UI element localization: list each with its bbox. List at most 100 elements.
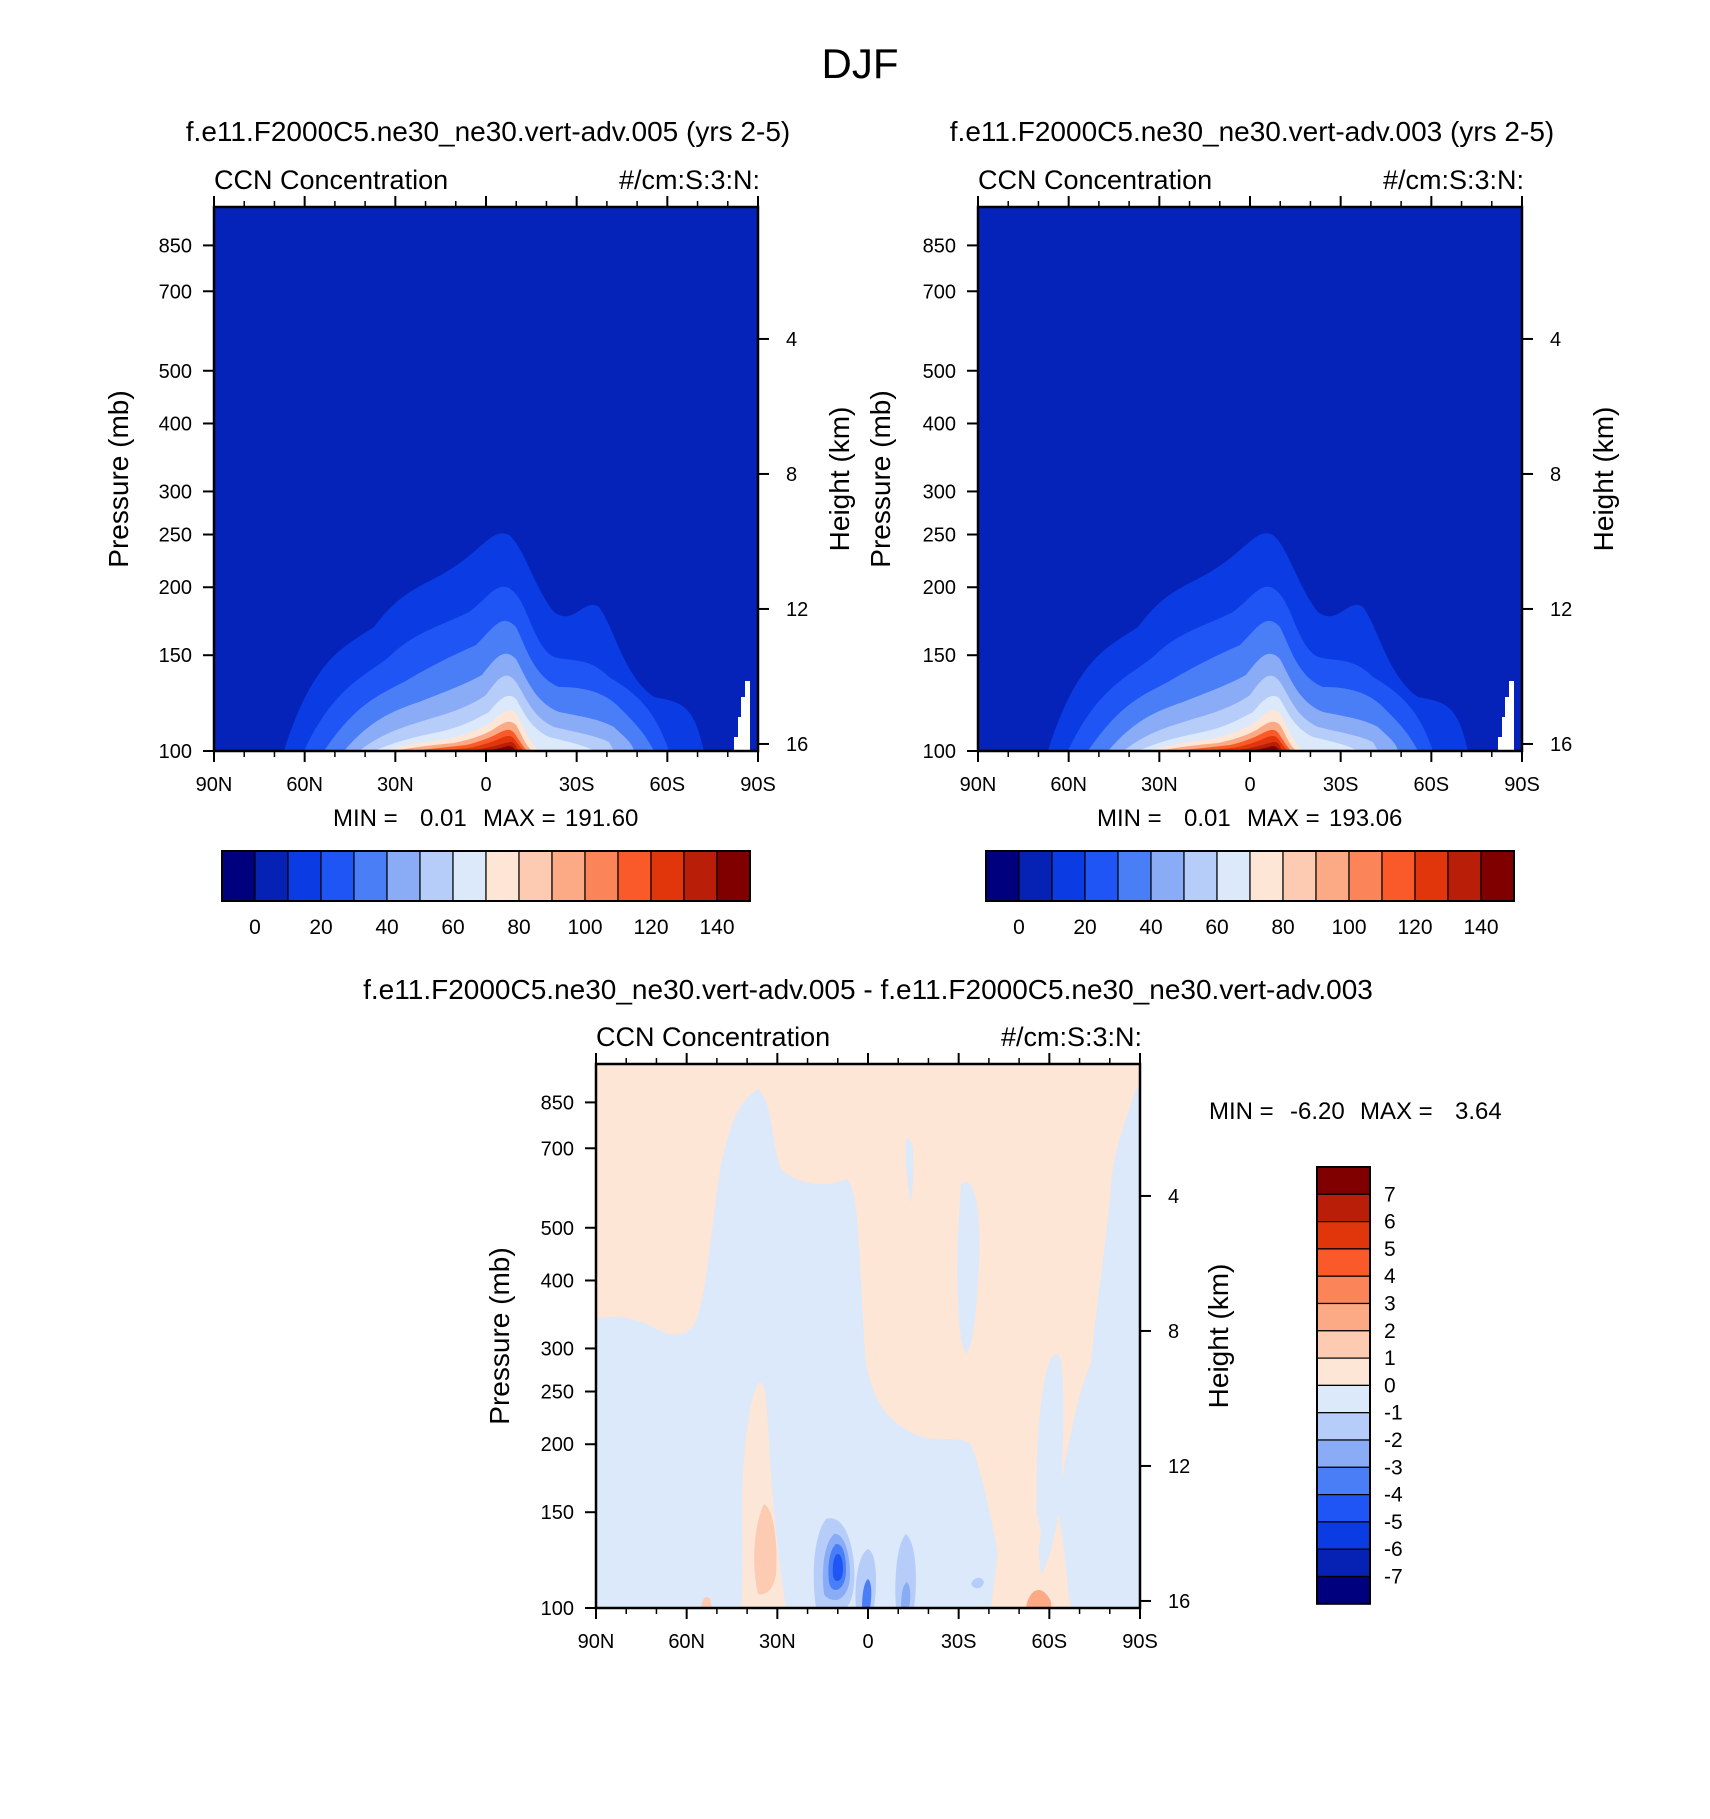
max-label: MAX = xyxy=(1247,805,1320,832)
y-tick-label: 500 xyxy=(159,361,192,383)
y-tick-label: 300 xyxy=(923,481,956,503)
colorbar-label: -5 xyxy=(1384,1511,1403,1534)
left-string: CCN Concentration xyxy=(978,165,1212,195)
colorbar-label: 0 xyxy=(1384,1374,1396,1397)
colorbar-right: 0 20 40 60 80 100 120 140 xyxy=(985,850,1515,939)
colorbar-box xyxy=(1316,1357,1371,1386)
colorbar-box xyxy=(1447,850,1482,902)
x-tick-label: 60S xyxy=(1414,774,1450,796)
y-tick-label: 100 xyxy=(923,741,956,763)
colorbar-box xyxy=(1183,850,1218,902)
min-label: MIN = xyxy=(333,805,398,832)
colorbar-label: 0 xyxy=(249,916,261,939)
colorbar-box xyxy=(1316,1193,1371,1223)
x-tick-label: 30S xyxy=(1323,774,1359,796)
y-tick-label: 250 xyxy=(159,525,192,547)
colorbar-label: -4 xyxy=(1384,1484,1403,1507)
x-tick-label: 60N xyxy=(668,1631,705,1653)
panel-diff: f.e11.F2000C5.ne30_ne30.vert-adv.005 - f… xyxy=(363,974,1502,1653)
y-tick-label: 500 xyxy=(541,1218,574,1240)
colorbar-box xyxy=(1381,850,1416,902)
colorbar-box xyxy=(584,850,619,902)
colorbar-label: 100 xyxy=(567,916,602,939)
colorbar-box xyxy=(1480,850,1515,902)
colorbar-label: -3 xyxy=(1384,1456,1403,1479)
colorbar-box xyxy=(485,850,520,902)
y-tick-label: 150 xyxy=(541,1502,574,1524)
y-axis-label-right: Height (km) xyxy=(1203,1264,1234,1409)
y-tick-label: 400 xyxy=(159,413,192,435)
x-tick-label: 0 xyxy=(1244,774,1255,796)
colorbar-box xyxy=(353,850,388,902)
colorbar-label: 60 xyxy=(1205,916,1228,939)
colorbar-box xyxy=(1316,1575,1371,1605)
colorbar-label: 0 xyxy=(1013,916,1025,939)
y-tick-label: 850 xyxy=(541,1092,574,1114)
y-tick-label: 300 xyxy=(159,481,192,503)
y-right-tick-label: 4 xyxy=(1168,1186,1179,1208)
y-right-tick-label: 8 xyxy=(1168,1321,1179,1343)
colorbar-box xyxy=(1018,850,1053,902)
colorbar-box xyxy=(1084,850,1119,902)
x-tick-label: 90N xyxy=(578,1631,615,1653)
colorbar-label: 1 xyxy=(1384,1347,1396,1370)
min-label: MIN = xyxy=(1097,805,1162,832)
colorbar-label: 5 xyxy=(1384,1238,1396,1261)
colorbar-label: 120 xyxy=(1397,916,1432,939)
colorbar-label: 80 xyxy=(1271,916,1294,939)
colorbar-frame xyxy=(1316,1166,1371,1605)
y-right-tick-label: 16 xyxy=(1168,1591,1190,1613)
colorbar-label: 60 xyxy=(441,916,464,939)
colorbar-box xyxy=(287,850,322,902)
y-tick-label: 700 xyxy=(159,281,192,303)
x-tick-label: 90S xyxy=(1122,1631,1158,1653)
y-tick-label: 200 xyxy=(541,1434,574,1456)
y-right-tick-label: 8 xyxy=(786,464,797,486)
colorbar-box xyxy=(1282,850,1317,902)
y-axis-label-right: Height (km) xyxy=(824,407,855,552)
contour-field xyxy=(978,207,1522,751)
y-tick-label: 850 xyxy=(923,235,956,257)
colorbar-label: -2 xyxy=(1384,1429,1403,1452)
min-value: -6.20 xyxy=(1290,1098,1345,1125)
colorbar-label: 120 xyxy=(633,916,668,939)
colorbar-box xyxy=(1150,850,1185,902)
y-tick-label: 250 xyxy=(923,525,956,547)
min-value: 0.01 xyxy=(1184,805,1231,832)
x-tick-label: 60N xyxy=(286,774,323,796)
colorbar-box xyxy=(1316,1275,1371,1305)
colorbar-box xyxy=(1316,1412,1371,1441)
colorbar-box xyxy=(1316,1248,1371,1277)
y-right-tick-label: 8 xyxy=(1550,464,1561,486)
colorbar-box xyxy=(1216,850,1251,902)
y-right-tick-label: 12 xyxy=(1168,1456,1190,1478)
colorbar-box xyxy=(1316,1466,1371,1496)
page-title: DJF xyxy=(822,40,899,87)
y-tick-label: 100 xyxy=(159,741,192,763)
y-tick-label: 250 xyxy=(541,1382,574,1404)
colorbar-box xyxy=(1348,850,1383,902)
colorbar-box xyxy=(1316,1384,1371,1414)
colorbar-label: -6 xyxy=(1384,1538,1403,1561)
x-tick-label: 30S xyxy=(559,774,595,796)
y-right-tick-label: 12 xyxy=(1550,599,1572,621)
max-label: MAX = xyxy=(483,805,556,832)
colorbar-box xyxy=(320,850,355,902)
colorbar-label: 4 xyxy=(1384,1265,1396,1288)
max-label: MAX = xyxy=(1360,1098,1433,1125)
right-string: #/cm:S:3:N: xyxy=(1383,165,1524,195)
y-tick-label: 700 xyxy=(923,281,956,303)
colorbar-left: 0 20 40 60 80 100 120 140 xyxy=(221,850,751,939)
colorbar-box xyxy=(716,850,751,902)
y-axis-label: Pressure (mb) xyxy=(865,390,896,567)
y-tick-label: 850 xyxy=(159,235,192,257)
max-value: 3.64 xyxy=(1455,1098,1502,1125)
max-value: 191.60 xyxy=(565,805,638,832)
x-tick-label: 90S xyxy=(740,774,776,796)
x-tick-label: 0 xyxy=(480,774,491,796)
x-tick-label: 60N xyxy=(1050,774,1087,796)
x-tick-label: 0 xyxy=(862,1631,873,1653)
x-tick-label: 30N xyxy=(377,774,414,796)
x-tick-label: 90N xyxy=(196,774,233,796)
